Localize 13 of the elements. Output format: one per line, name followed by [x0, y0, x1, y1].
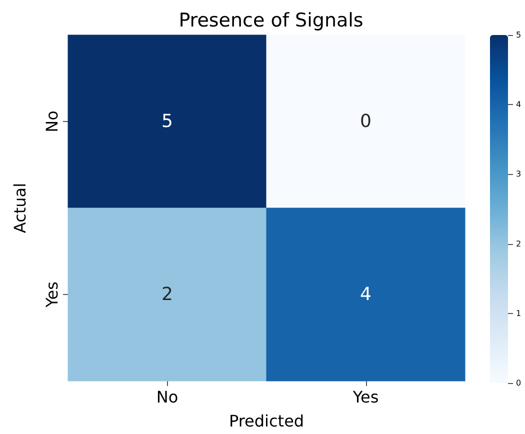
chart-title: Presence of Signals: [178, 10, 364, 32]
y-axis-title: Actual: [10, 182, 30, 234]
data-label: 4: [360, 284, 372, 305]
x-axis-title: Predicted: [228, 412, 304, 430]
color-bar-label: 0: [516, 378, 522, 388]
color-bar-label: 5: [516, 30, 522, 40]
color-bar-label: 1: [516, 308, 522, 318]
data-label: 2: [162, 284, 173, 305]
color-bar-label: 4: [516, 100, 522, 110]
data-label: 5: [162, 111, 173, 132]
color-bar-label: 3: [516, 170, 522, 179]
data-label: 0: [360, 111, 372, 132]
color-bar-label: 2: [516, 239, 522, 248]
